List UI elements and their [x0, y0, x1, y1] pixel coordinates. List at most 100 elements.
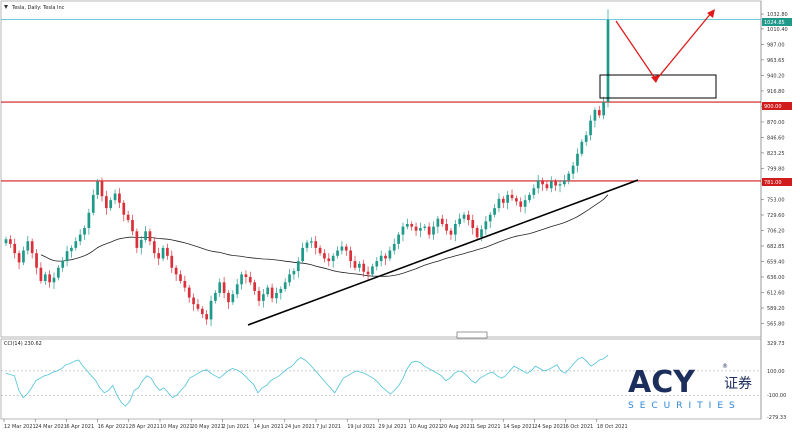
support-trendline [247, 179, 639, 326]
candle-body [597, 110, 601, 116]
candle-body [17, 253, 21, 263]
candle-body [558, 184, 562, 186]
candle-body [384, 255, 387, 259]
chart-title: Tesla, Daily: Tesla Inc [11, 5, 65, 11]
logo-brand: ACY [628, 365, 696, 400]
candle-body [148, 231, 152, 242]
candle-body [440, 218, 444, 225]
price-tick-label: 799.80 [767, 166, 785, 172]
date-tick-label: 18 Oct 2021 [597, 424, 628, 430]
date-tick-label: 14 Sep 2021 [503, 424, 535, 430]
candle-body [244, 274, 248, 278]
date-tick-label: 1 Sep 2021 [472, 424, 501, 430]
candle-body [235, 284, 239, 295]
candle-body [563, 180, 566, 185]
candle-body [35, 253, 38, 268]
candle-body [13, 243, 17, 254]
candle-body [462, 214, 466, 219]
candle-body [323, 253, 326, 259]
candle-body [475, 227, 479, 238]
candle-body [567, 173, 571, 181]
candle-body [26, 241, 30, 251]
price-panel-frame [0, 0, 762, 338]
candle-body [56, 267, 60, 278]
price-tick-label: 729.60 [767, 213, 785, 219]
price-tick-label: 963.65 [767, 58, 785, 64]
candle-body [445, 224, 448, 231]
candle-body [288, 274, 291, 283]
candle-body [192, 297, 195, 305]
acy-logo: ACY 证券 ® SECURITIES [628, 363, 752, 411]
candle-body [410, 224, 414, 227]
candle-body [541, 180, 544, 185]
candle-body [52, 277, 56, 283]
candle-body [214, 292, 217, 301]
candle-body [65, 251, 69, 262]
date-tick-label: 20 May 2021 [191, 424, 224, 430]
candle-body [109, 200, 113, 209]
candle-body [432, 226, 435, 235]
candle-body [318, 247, 322, 254]
cci-line [5, 354, 609, 407]
candle-body [506, 194, 510, 203]
collapse-arrow-icon[interactable] [4, 5, 8, 9]
scroll-handle[interactable] [456, 331, 488, 339]
price-tick-label: 846.60 [767, 135, 785, 141]
candle-body [331, 255, 335, 262]
candle-body [231, 294, 235, 303]
candle-body [248, 277, 252, 283]
date-tick-label: 2 Jun 2021 [222, 424, 249, 430]
candle-body [187, 287, 191, 298]
price-tick-label: 940.20 [767, 73, 785, 79]
date-tick-label: 20 Aug 2021 [441, 424, 473, 430]
price-tick-label: 612.60 [767, 291, 785, 297]
candle-body [257, 290, 261, 301]
candle-body [405, 224, 409, 227]
candle-body [39, 267, 43, 281]
candle-body [135, 231, 139, 248]
candle-body [48, 274, 51, 283]
candle-body [61, 261, 65, 268]
candle-body [388, 250, 392, 259]
candle-body [139, 239, 143, 248]
candle-body [436, 218, 440, 227]
candle-body [349, 250, 352, 262]
date-tick-label: 6 Apr 2021 [66, 424, 94, 430]
date-tick-label: 16 Apr 2021 [98, 424, 129, 430]
candle-body [375, 261, 379, 267]
candle-body [554, 181, 558, 186]
candles-layer [4, 9, 610, 327]
projection-arrow [615, 11, 713, 82]
candle-body [305, 242, 309, 248]
price-tick-label: 753.00 [767, 197, 785, 203]
candle-body [296, 261, 300, 272]
candle-body [344, 246, 348, 251]
date-axis-ticks: 12 Mar 2021 24 Mar 2021 6 Apr 2021 16 Apr 2… [3, 419, 628, 430]
date-tick-label: 6 Oct 2021 [566, 424, 594, 430]
cci-tick-label: 100.00 [767, 369, 785, 375]
candle-body [270, 287, 274, 299]
candle-body [536, 180, 540, 189]
cci-tick-label: -100.00 [767, 393, 786, 399]
candle-body [589, 120, 592, 136]
candle-body [70, 247, 73, 252]
candle-body [488, 214, 492, 222]
candle-body [113, 193, 117, 201]
cci-tick-label: -279.33 [767, 415, 786, 421]
current-price-badge [762, 18, 792, 26]
price-tick-label: 1032.80 [767, 12, 788, 18]
logo-chinese: 证券 [724, 376, 752, 392]
candle-body [515, 198, 518, 202]
price-tick-label: 1010.40 [767, 27, 788, 33]
candle-body [266, 287, 270, 295]
candle-body [74, 241, 78, 248]
price-tick-label: 565.80 [767, 322, 785, 328]
price-tick-label: 823.25 [767, 151, 785, 157]
candle-body [593, 110, 597, 121]
candle-body [497, 198, 501, 209]
price-tick-label: 682.85 [767, 244, 785, 250]
candle-body [301, 247, 304, 262]
candle-body [218, 282, 222, 293]
current-price-badge-label: 1024.85 [764, 20, 785, 26]
date-tick-label: 29 Jul 2021 [378, 424, 406, 430]
